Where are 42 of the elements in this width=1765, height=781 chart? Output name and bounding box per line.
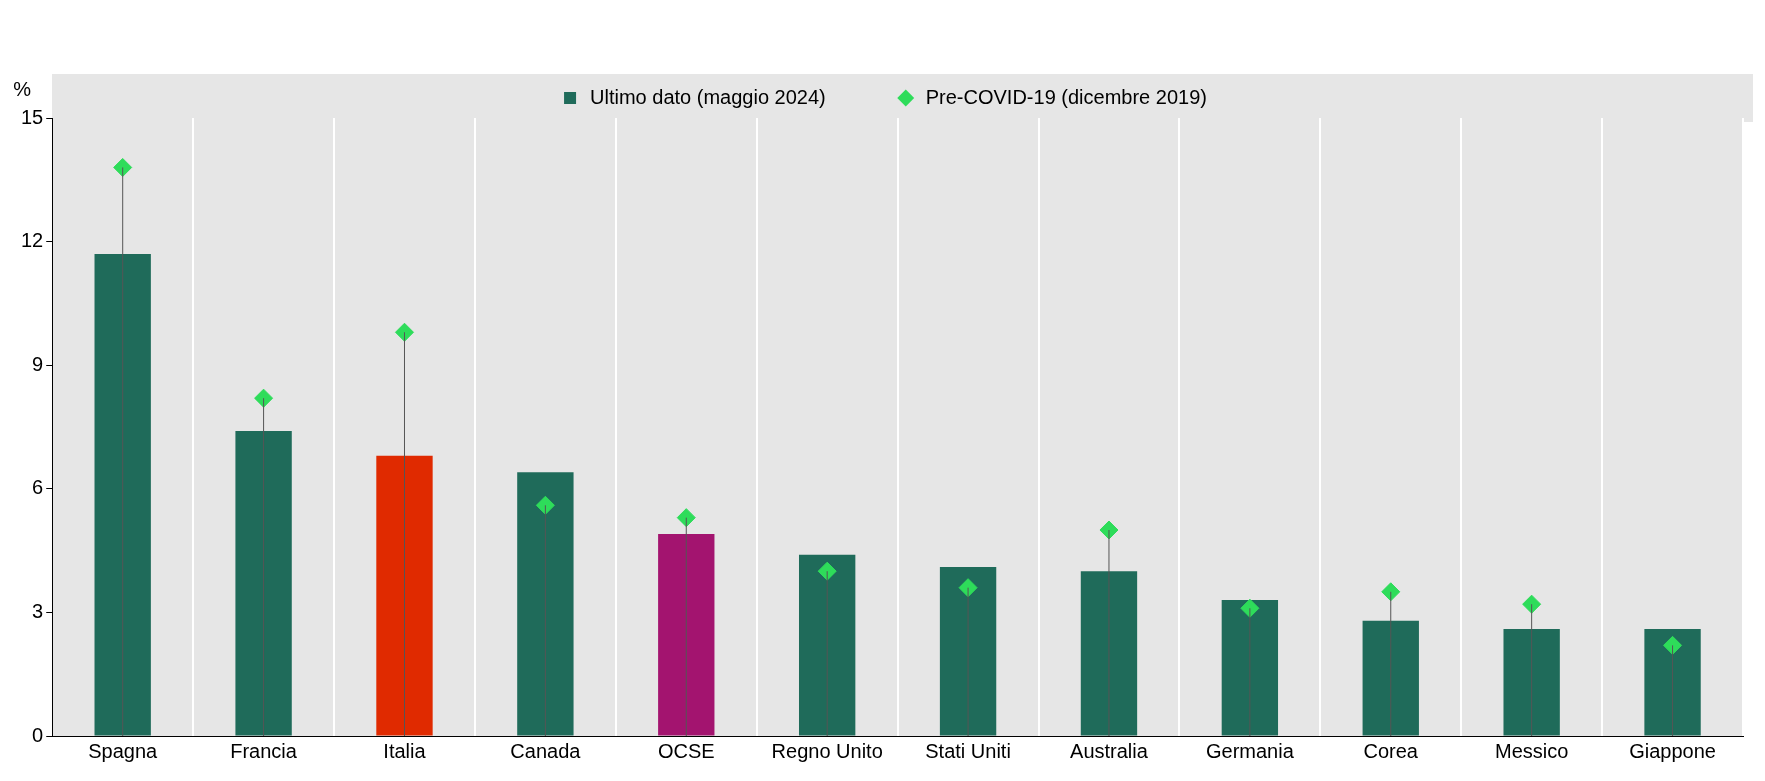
x-tick-label: Francia <box>230 739 298 762</box>
point <box>1522 594 1542 614</box>
point <box>535 495 555 515</box>
bar <box>1362 620 1419 736</box>
x-tick-label: Australia <box>1070 739 1149 762</box>
bar <box>1221 600 1279 736</box>
y-axis-title: % <box>13 77 32 100</box>
bar <box>376 455 433 736</box>
x-tick-label: Spagna <box>88 739 159 762</box>
y-tick-label: 12 <box>21 229 44 252</box>
x-tick-label: Regno Unito <box>771 739 883 762</box>
x-tick-label: Canada <box>510 739 582 762</box>
x-tick-label: OCSE <box>657 739 715 762</box>
point <box>394 322 414 342</box>
bar <box>94 253 151 736</box>
y-tick-label: 3 <box>32 599 44 622</box>
point <box>676 508 696 528</box>
bar <box>1503 628 1560 736</box>
y-tick-label: 0 <box>32 723 44 746</box>
y-tick-label: 9 <box>32 352 44 375</box>
x-tick-label: Stati Uniti <box>925 739 1011 762</box>
bar <box>939 567 997 736</box>
x-tick-label: Italia <box>383 739 427 762</box>
x-tick-label: Giappone <box>1629 739 1716 762</box>
x-tick-label: Corea <box>1363 739 1419 762</box>
point <box>1663 635 1683 655</box>
bar <box>799 554 856 736</box>
point <box>817 561 837 581</box>
bar <box>1644 628 1701 736</box>
bar <box>235 431 292 736</box>
legend-label: Ultimo dato (maggio 2024) <box>590 85 826 108</box>
bar <box>658 534 715 736</box>
point <box>1381 582 1401 602</box>
x-tick-label: Germania <box>1205 739 1295 762</box>
point <box>113 157 133 177</box>
bar <box>1080 571 1138 736</box>
y-tick-label: 15 <box>21 105 44 128</box>
x-tick-label: Messico <box>1494 739 1569 762</box>
y-tick-label: 6 <box>32 476 44 499</box>
legend-label: Pre-COVID-19 (dicembre 2019) <box>925 85 1207 108</box>
bar <box>517 472 574 736</box>
point <box>254 388 274 408</box>
